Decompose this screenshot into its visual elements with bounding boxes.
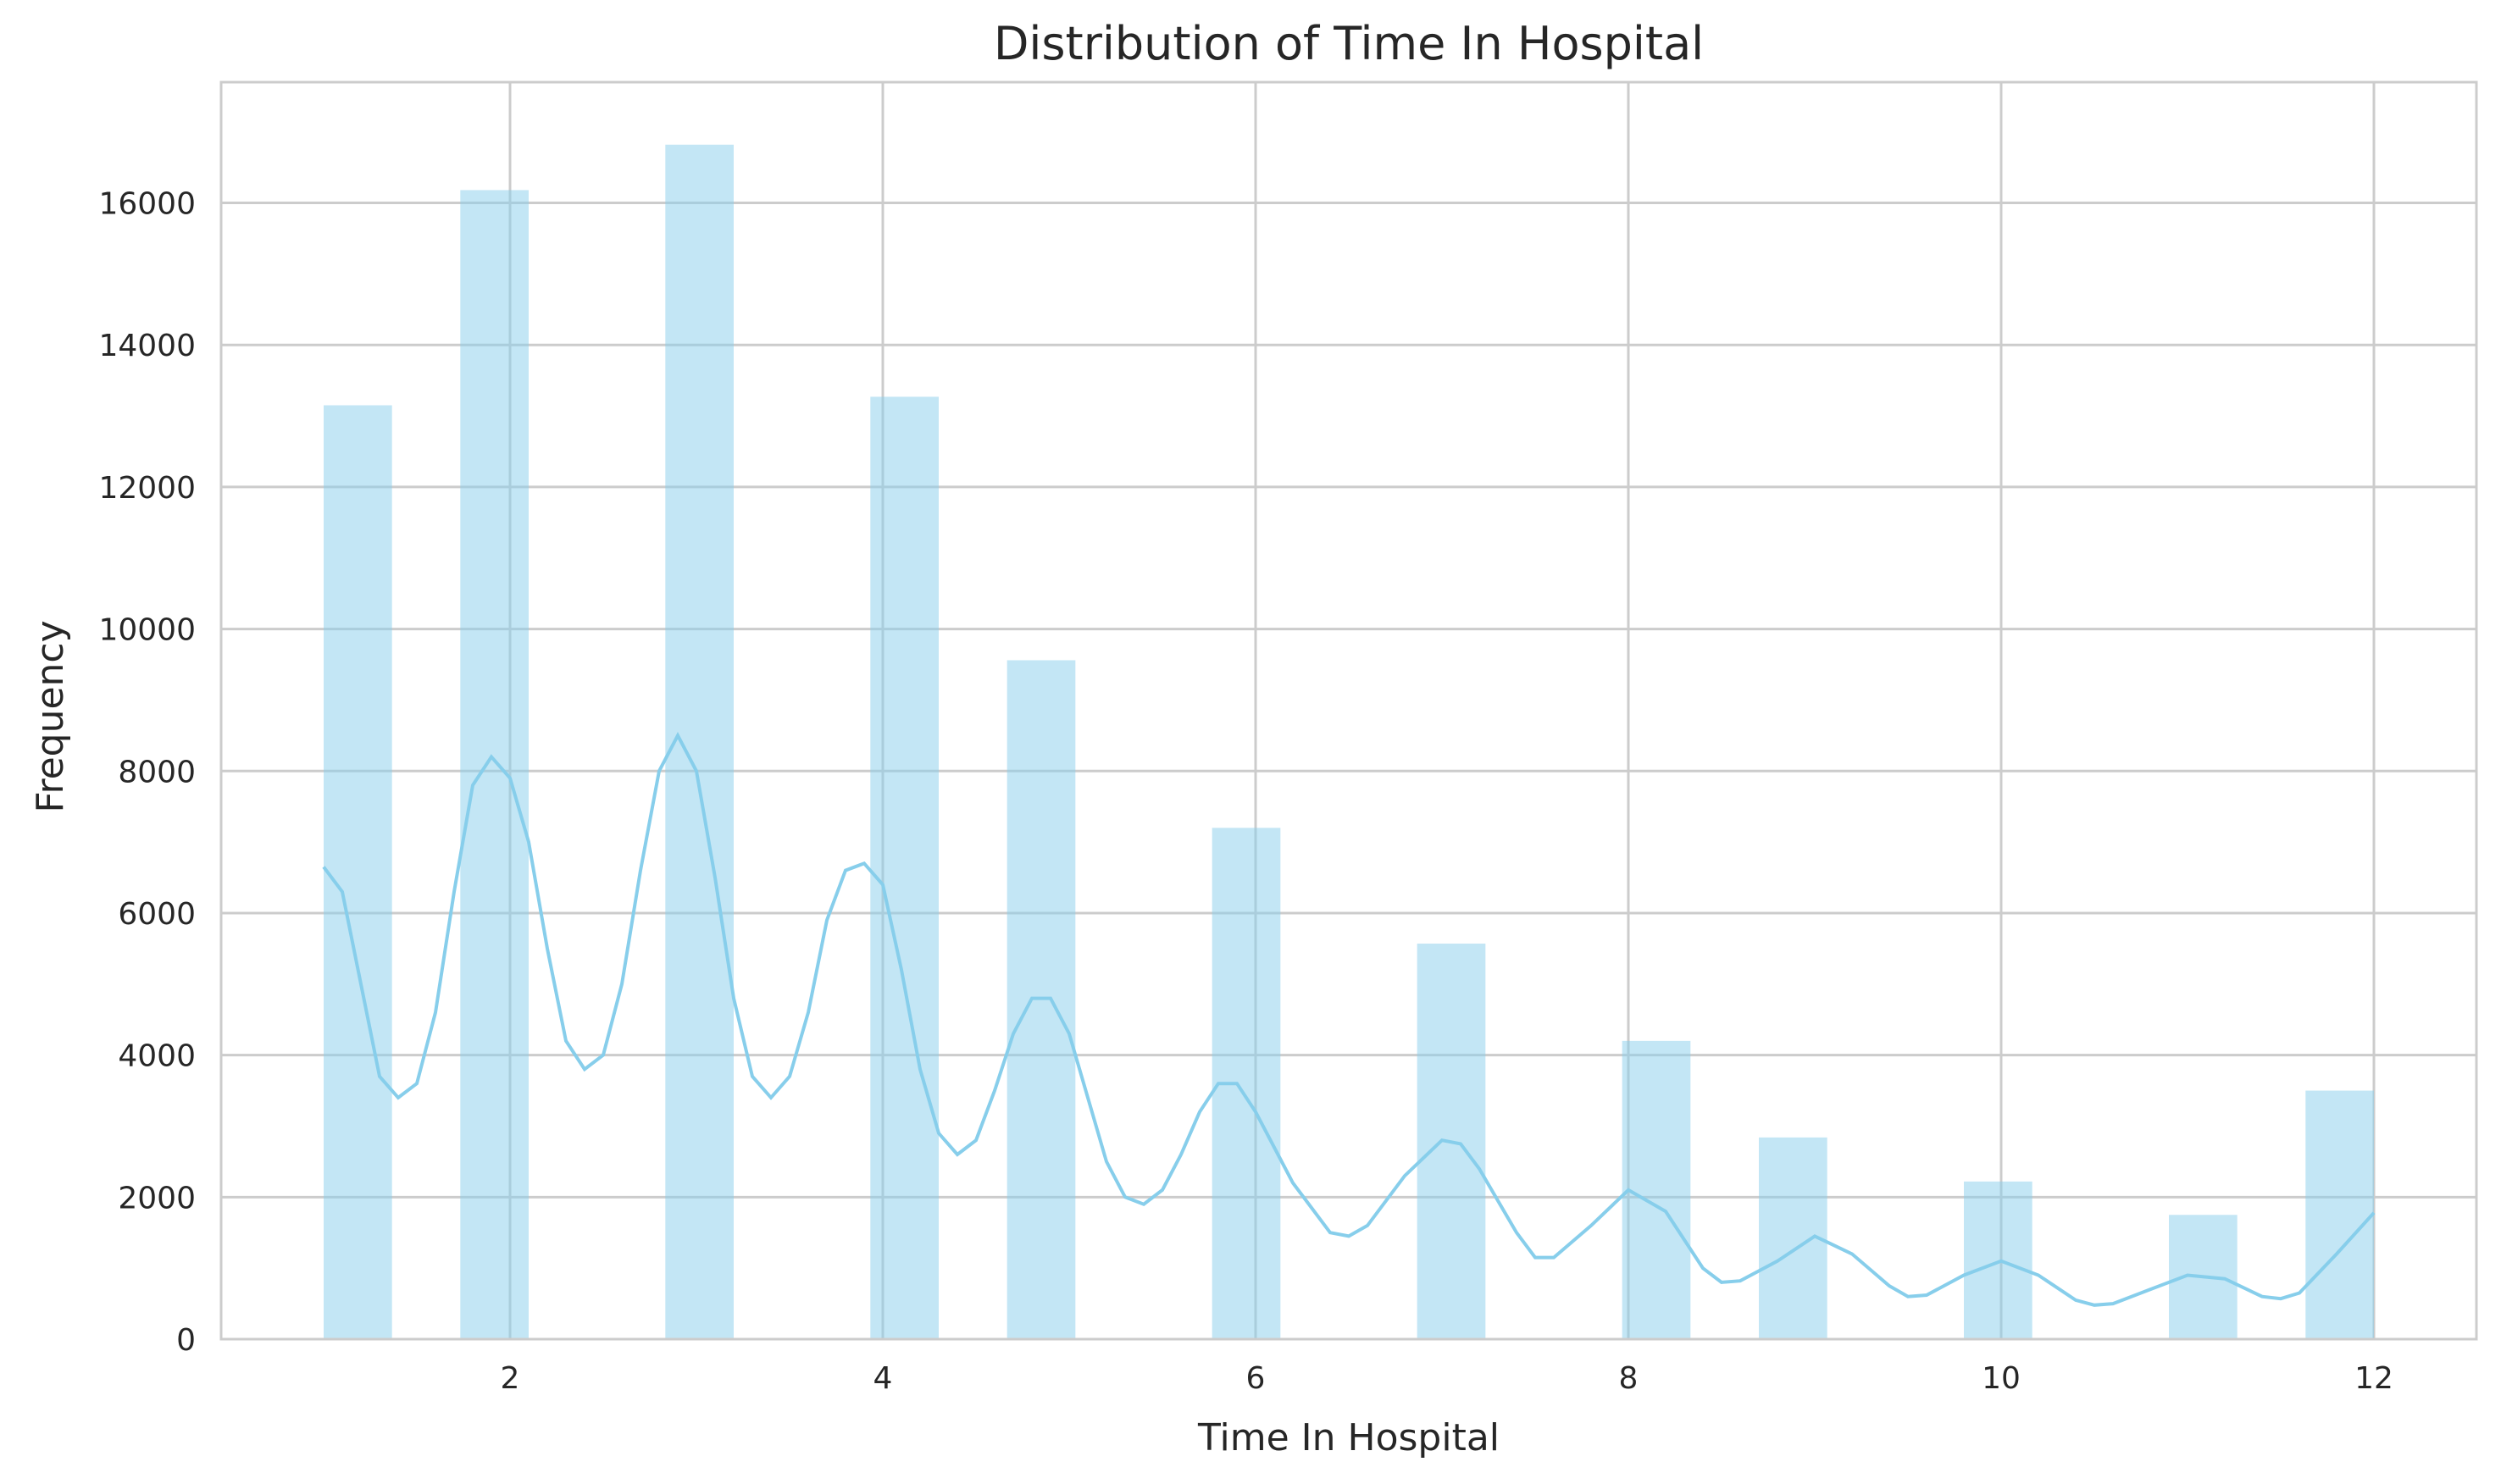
histogram-bar [870,396,939,1340]
histogram-bars [324,144,2374,1340]
kde-curve [322,731,2376,1307]
x-tick-label: 10 [1982,1361,2021,1396]
y-tick-label: 10000 [98,613,196,648]
kde-curve-group [322,731,2376,1307]
y-tick-label: 16000 [98,187,196,222]
histogram-bar [324,405,392,1339]
histogram-bar [665,144,734,1340]
x-axis-label: Time In Hospital [1197,1416,1500,1459]
gridlines [221,82,2476,1341]
y-axis-label: Frequency [29,620,72,812]
histogram-bar [460,190,529,1339]
histogram-bar [1964,1181,2032,1339]
y-tick-label: 2000 [118,1181,196,1215]
chart-title: Distribution of Time In Hospital [994,17,1704,70]
x-tick-label: 6 [1246,1361,1266,1396]
x-tick-label: 2 [501,1361,520,1396]
y-tick-label: 14000 [98,329,196,363]
x-tick-label: 4 [873,1361,893,1396]
x-tick-label: 12 [2354,1361,2393,1396]
y-tick-labels: 0 2000 4000 6000 8000 10000 12000 14000 16000 [98,187,196,1358]
histogram-bar [1622,1040,1691,1339]
histogram-bar [2305,1090,2374,1339]
y-tick-label: 4000 [118,1039,196,1074]
y-tick-label: 6000 [118,897,196,932]
x-tick-label: 8 [1619,1361,1639,1396]
y-tick-label: 8000 [118,755,196,789]
y-tick-label: 0 [176,1323,196,1358]
plot-frame [219,80,2478,1341]
y-tick-label: 12000 [98,471,196,506]
x-tick-labels: 2 4 6 8 10 12 [501,1361,2393,1396]
